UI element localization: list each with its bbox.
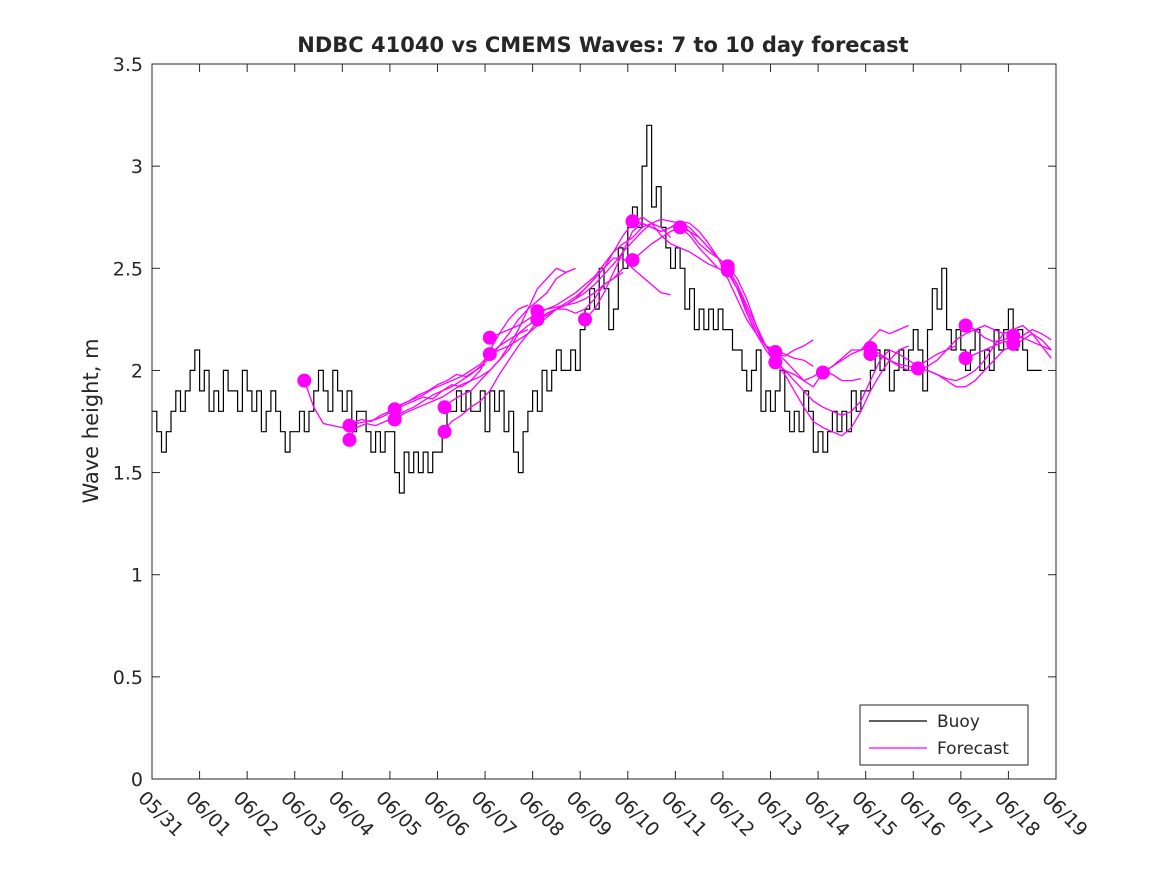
forecast-marker <box>815 365 830 380</box>
forecast-series-line-2 <box>346 304 529 441</box>
y-axis-label: Wave height, m <box>79 338 103 503</box>
forecast-marker <box>482 330 497 345</box>
forecast-marker <box>437 424 452 439</box>
forecast-series-line-10 <box>537 218 719 312</box>
y-tick-label: 1.5 <box>113 463 143 485</box>
forecast-series-line-21 <box>917 332 1052 388</box>
forecast-marker <box>720 259 735 274</box>
y-tick-label: 1 <box>131 565 143 587</box>
forecast-series-line-17 <box>727 270 909 437</box>
forecast-series-line-18 <box>774 345 957 417</box>
forecast-marker <box>530 304 545 319</box>
plot-area <box>152 124 1052 494</box>
forecast-series-line-20 <box>870 324 1052 382</box>
buoy-series-line <box>152 124 1042 494</box>
forecast-marker <box>437 400 452 415</box>
axes-box <box>151 63 1057 780</box>
y-tick-label: 2 <box>131 360 143 382</box>
forecast-marker <box>958 318 973 333</box>
forecast-series-line-16 <box>727 267 909 388</box>
y-tick-label: 0 <box>131 769 143 791</box>
forecast-marker <box>673 220 688 235</box>
forecast-marker <box>387 412 402 427</box>
forecast-marker <box>578 312 592 327</box>
legend-label-2: Forecast <box>937 739 1009 759</box>
forecast-marker <box>342 432 357 447</box>
forecast-marker <box>625 253 640 268</box>
y-tick-label: 0.5 <box>113 667 143 689</box>
legend: Buoy Forecast <box>859 704 1029 766</box>
forecast-series-line-9 <box>489 257 671 355</box>
y-tick-label: 3 <box>131 156 143 178</box>
forecast-marker <box>768 355 783 370</box>
forecast-marker <box>342 418 357 433</box>
y-tick-label: 3.5 <box>113 54 143 76</box>
forecast-series-line-11 <box>537 216 719 320</box>
forecast-marker <box>768 345 783 359</box>
forecast-series-line-4 <box>394 267 576 421</box>
legend-box <box>859 704 1029 766</box>
forecast-marker <box>863 341 878 355</box>
forecast-marker <box>958 351 973 366</box>
forecast-marker <box>625 214 640 229</box>
y-tick-label: 2.5 <box>113 258 143 280</box>
forecast-series-line-8 <box>489 222 672 339</box>
legend-label-1: Buoy <box>937 712 980 732</box>
forecast-marker <box>387 402 402 417</box>
forecast-marker <box>297 373 312 388</box>
chart-title: NDBC 41040 vs CMEMS Waves: 7 to 10 day f… <box>297 33 908 57</box>
forecast-marker <box>482 347 497 362</box>
forecast-marker <box>1006 328 1021 343</box>
forecast-marker <box>911 361 925 376</box>
forecast-series-line-5 <box>394 267 576 410</box>
forecast-series-line-7 <box>441 271 624 433</box>
